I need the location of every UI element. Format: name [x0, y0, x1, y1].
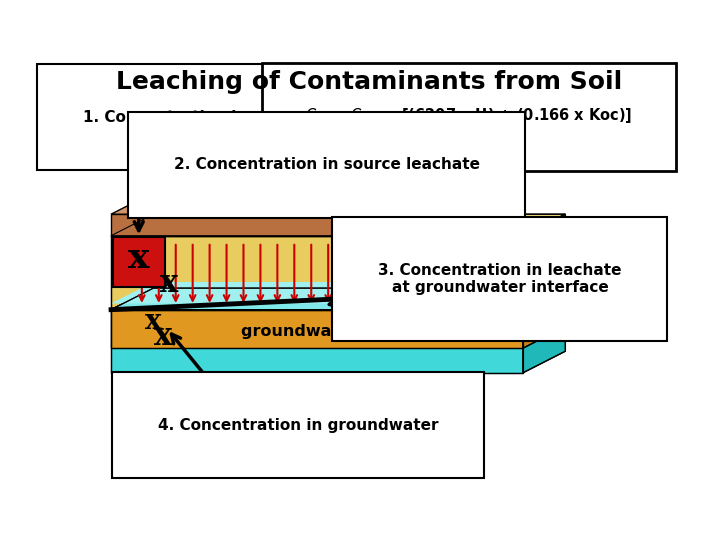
Text: groundwater plume: groundwater plume [241, 323, 420, 339]
Polygon shape [523, 214, 565, 309]
Polygon shape [111, 236, 523, 309]
Polygon shape [111, 309, 523, 373]
Text: $C_\mathrm{soil} = C_\mathrm{gw}$  x [(6207 x H) + (0.166 x Koc)]: $C_\mathrm{soil} = C_\mathrm{gw}$ x [(62… [305, 107, 633, 127]
Polygon shape [111, 288, 565, 309]
Text: 4. Concentration in groundwater: 4. Concentration in groundwater [158, 417, 438, 433]
Polygon shape [523, 288, 565, 348]
Polygon shape [111, 193, 411, 214]
Polygon shape [369, 193, 411, 236]
Text: x: x [154, 321, 173, 352]
Polygon shape [111, 282, 565, 303]
Text: x: x [128, 241, 150, 275]
Bar [112, 237, 165, 287]
Polygon shape [111, 309, 523, 348]
Text: x: x [160, 268, 178, 299]
Polygon shape [111, 214, 369, 236]
Polygon shape [111, 288, 565, 309]
Polygon shape [111, 288, 565, 309]
Text: Leaching of Contaminants from Soil: Leaching of Contaminants from Soil [116, 70, 622, 94]
Polygon shape [523, 288, 565, 373]
Text: 3. Concentration in leachate
at groundwater interface: 3. Concentration in leachate at groundwa… [378, 262, 621, 295]
Polygon shape [111, 214, 565, 236]
Text: 2. Concentration in source leachate: 2. Concentration in source leachate [174, 157, 480, 172]
Text: x: x [145, 308, 162, 335]
Text: 1. Concentration in soil: 1. Concentration in soil [83, 110, 282, 125]
